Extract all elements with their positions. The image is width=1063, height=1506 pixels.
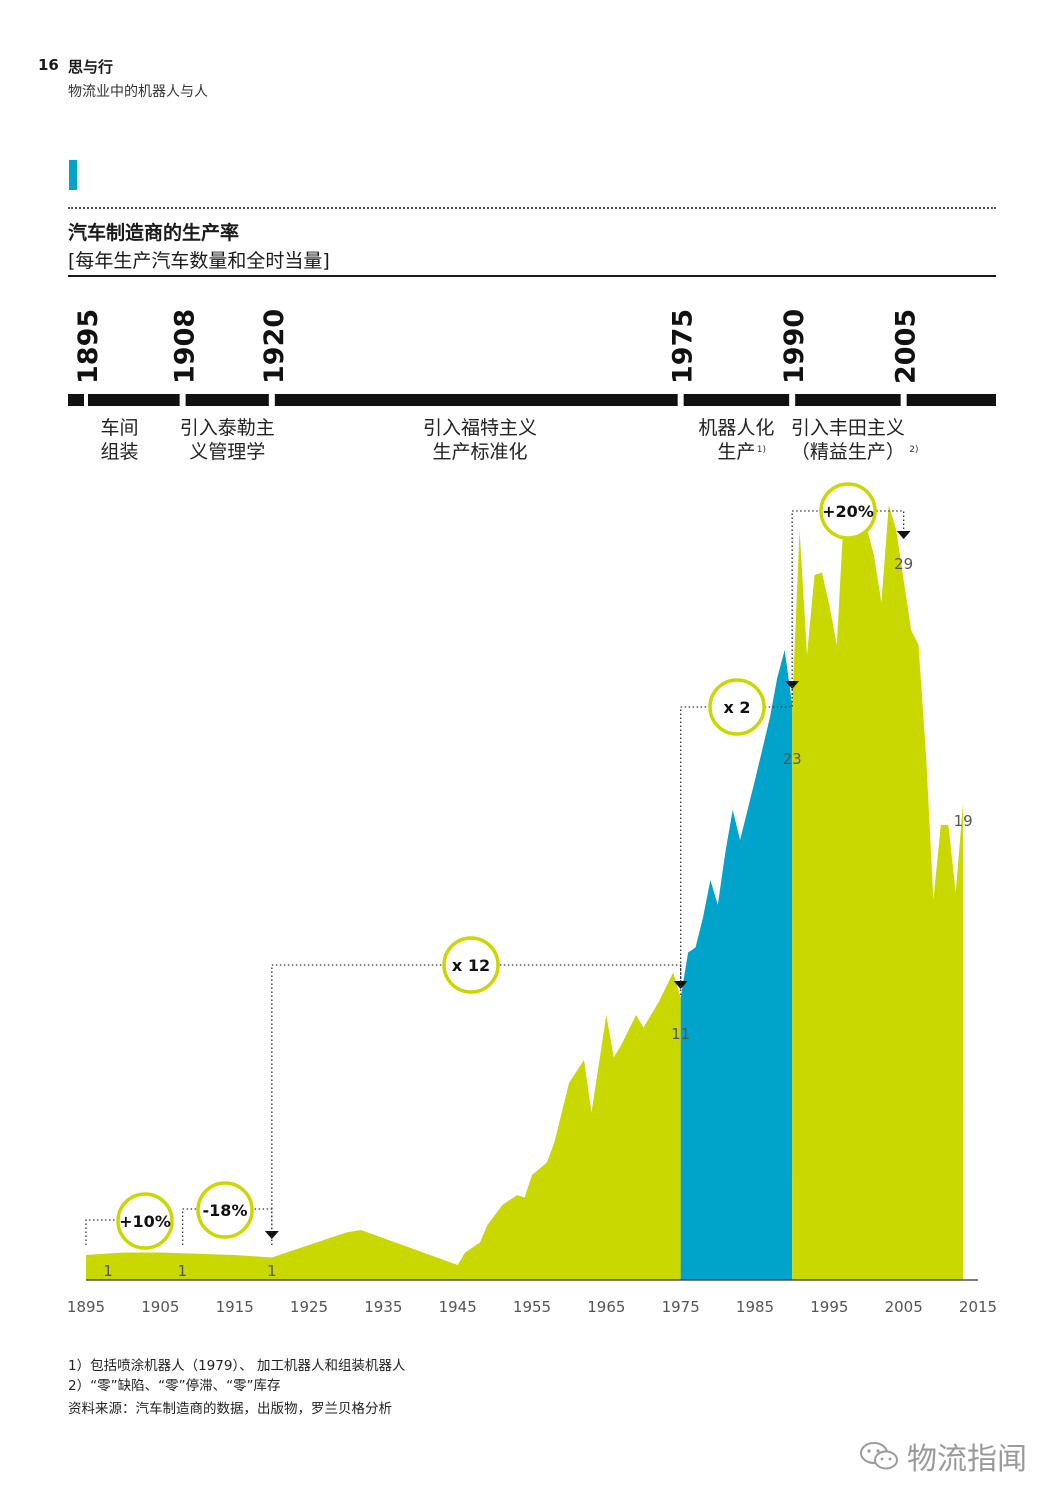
change-arrow-3 (785, 681, 800, 689)
x-tick-2015: 2015 (959, 1298, 997, 1316)
change-arrow-4 (896, 531, 911, 539)
x-tick-1905: 1905 (141, 1298, 179, 1316)
change-arrow-2 (673, 981, 688, 989)
era-label-4-line-0: 引入丰田主义 (791, 417, 905, 439)
x-tick-1925: 1925 (290, 1298, 328, 1316)
wechat-icon (860, 1442, 898, 1470)
timeline-segment (68, 394, 180, 406)
value-label-1920: 1 (267, 1262, 277, 1280)
x-tick-1975: 1975 (662, 1298, 700, 1316)
value-label-2005: 29 (894, 555, 913, 573)
x-tick-1945: 1945 (439, 1298, 477, 1316)
value-label-1905: 1 (178, 1262, 188, 1280)
footnote-2: 2）“零”缺陷、“零”停滞、“零”库存 (68, 1378, 281, 1394)
era-label-1-line-1: 义管理学 (189, 441, 265, 463)
title-divider (68, 275, 996, 277)
era-label-0-line-0: 车间 (100, 417, 138, 439)
era-label-2-line-0: 引入福特主义 (423, 417, 537, 439)
x-axis: 1895 1905 1915 1925 1935 1945 1955 1965 1975 1985… (67, 1279, 997, 1316)
era-label-3-line-0: 机器人化 (698, 417, 774, 439)
timeline-segment (906, 394, 996, 406)
value-label-1975: 11 (671, 1025, 690, 1043)
timeline-segment (274, 394, 678, 406)
area-series-1 (680, 650, 793, 1280)
area-series-0 (86, 972, 681, 1280)
area-series (86, 497, 964, 1280)
change-badge-2 (442, 936, 500, 994)
milestone-year-1990: 1990 (779, 309, 810, 384)
chart-title: 汽车制造商的生产率 (68, 222, 240, 244)
change-badge-0 (116, 1192, 174, 1250)
era-note-4: 2) (909, 445, 918, 455)
timeline-segment (683, 394, 790, 406)
change-label-1: -18% (203, 1201, 248, 1220)
milestone-year-1975: 1975 (668, 309, 699, 384)
milestone-year-2005: 2005 (891, 309, 922, 384)
era-label-0-line-1: 组装 (100, 441, 138, 463)
x-tick-1985: 1985 (736, 1298, 774, 1316)
value-label-2013: 19 (954, 812, 973, 830)
footnote-1: 1）包括喷涂机器人（1979）、 加工机器人和组装机器人 (68, 1358, 406, 1374)
x-tick-1965: 1965 (587, 1298, 625, 1316)
era-label-4-line-1: （精益生产） (791, 441, 905, 463)
era-note-3: 1) (757, 445, 766, 455)
x-tick-1915: 1915 (216, 1298, 254, 1316)
chart-subtitle: [每年生产汽车数量和全时当量] (68, 250, 330, 272)
change-label-2: x 12 (452, 956, 490, 975)
page-number: 16 (38, 56, 59, 74)
change-badge-3 (708, 678, 766, 736)
watermark-text: 物流指闻 (907, 1442, 1027, 1477)
x-tick-1895: 1895 (67, 1298, 105, 1316)
milestone-year-1895: 1895 (73, 309, 104, 384)
change-label-4: +20% (822, 502, 874, 521)
milestone-year-1920: 1920 (259, 309, 290, 384)
change-connector-4 (791, 510, 905, 695)
change-badge-4 (819, 482, 877, 540)
value-label-1990: 23 (783, 750, 802, 768)
x-tick-1955: 1955 (513, 1298, 551, 1316)
source-note: 资料来源：汽车制造商的数据，出版物，罗兰贝格分析 (68, 1401, 392, 1417)
era-label-3-line-1: 生产 (717, 441, 755, 463)
x-tick-1995: 1995 (810, 1298, 848, 1316)
change-label-3: x 2 (723, 698, 750, 717)
timeline-segment (795, 394, 901, 406)
change-badge-1 (196, 1181, 254, 1239)
value-label-1895: 1 (103, 1262, 113, 1280)
milestone-year-1908: 1908 (170, 309, 201, 384)
timeline-segment (185, 394, 269, 406)
change-label-0: +10% (119, 1212, 171, 1231)
change-arrow-1 (264, 1231, 279, 1239)
area-series-2 (792, 497, 964, 1280)
era-label-2-line-1: 生产标准化 (432, 441, 527, 463)
accent-bar (69, 160, 77, 190)
dotted-divider (68, 207, 996, 209)
x-tick-1935: 1935 (364, 1298, 402, 1316)
section-title: 思与行 (68, 58, 114, 76)
x-tick-2005: 2005 (885, 1298, 923, 1316)
watermark: 物流指闻 (859, 1434, 1027, 1478)
era-label-1-line-0: 引入泰勒主 (180, 417, 275, 439)
section-subtitle: 物流业中的机器人与人 (68, 84, 208, 100)
timeline-gap (84, 394, 88, 406)
